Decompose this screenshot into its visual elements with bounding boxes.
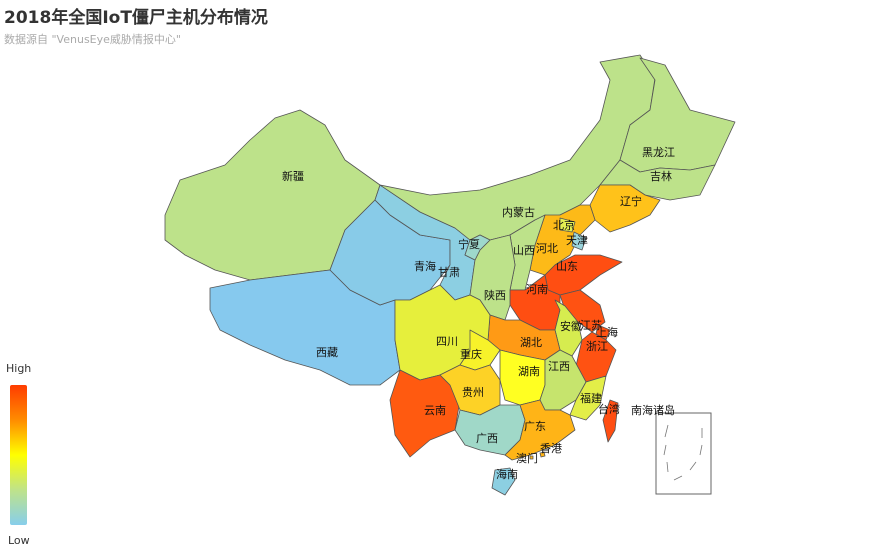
province-label: 广东 — [524, 420, 546, 433]
province-region[interactable] — [571, 231, 587, 251]
province-region[interactable] — [602, 399, 619, 443]
province-label: 河北 — [536, 242, 558, 255]
province-label: 浙江 — [586, 340, 608, 353]
legend-low-label: Low — [8, 534, 30, 547]
province-region[interactable] — [539, 451, 546, 458]
province-label: 福建 — [580, 391, 602, 405]
legend-high-label: High — [6, 362, 32, 375]
province-region[interactable] — [539, 349, 587, 411]
province-label: 吉林 — [650, 169, 672, 183]
province-label: 辽宁 — [620, 194, 642, 208]
province-label: 新疆 — [282, 169, 304, 183]
province-label: 湖南 — [518, 365, 540, 378]
province-region[interactable] — [529, 455, 534, 460]
province-label: 四川 — [436, 335, 458, 348]
province-label: 江苏 — [580, 319, 602, 332]
province-label: 青海 — [414, 259, 436, 273]
province-label: 云南 — [424, 404, 446, 417]
province-label: 黑龙江 — [642, 146, 675, 159]
province-label: 西藏 — [316, 346, 338, 359]
map-subtitle: 数据源自 "VenusEye威胁情报中心" — [4, 33, 181, 46]
province-label: 内蒙古 — [502, 205, 535, 219]
province-label: 台湾 — [598, 402, 620, 416]
province-label: 海南 — [496, 467, 518, 481]
inset-label: 南海诸岛 — [631, 403, 675, 417]
province-label: 天津 — [566, 234, 588, 247]
province-label: 山东 — [556, 260, 578, 273]
province-label: 宁夏 — [458, 237, 480, 251]
province-label: 香港 — [540, 442, 562, 455]
province-label: 江西 — [548, 360, 570, 373]
legend-gradient-bar[interactable] — [10, 385, 27, 525]
province-label: 澳门 — [516, 451, 538, 465]
province-label: 湖北 — [520, 336, 542, 349]
province-region[interactable] — [464, 234, 491, 261]
province-region[interactable] — [559, 217, 576, 233]
province-label: 甘肃 — [438, 266, 460, 279]
map-title: 2018年全国IoT僵尸主机分布情况 — [4, 8, 268, 28]
province-label: 上海 — [596, 325, 618, 339]
province-label: 河南 — [526, 283, 548, 296]
south-china-sea-inset — [655, 412, 712, 495]
province-region[interactable] — [504, 399, 576, 461]
province-label: 贵州 — [462, 386, 484, 399]
province-label: 北京 — [553, 218, 575, 232]
province-label: 山西 — [513, 244, 535, 257]
province-label: 安徽 — [560, 319, 582, 333]
province-region[interactable] — [491, 467, 516, 496]
province-label: 广西 — [476, 432, 498, 445]
province-label: 陕西 — [484, 288, 506, 302]
province-label: 重庆 — [460, 347, 482, 361]
province-region[interactable] — [439, 364, 501, 416]
